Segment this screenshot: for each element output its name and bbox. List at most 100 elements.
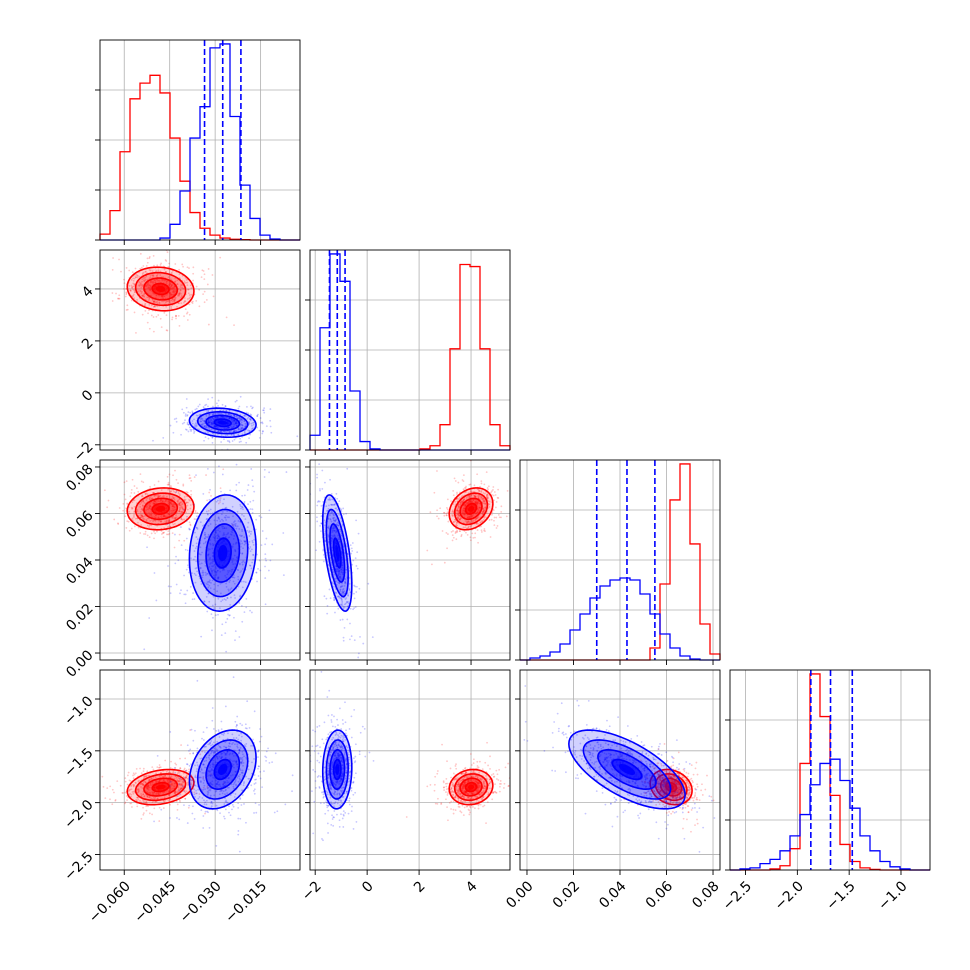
scatter-point — [162, 436, 165, 439]
scatter-point — [201, 269, 204, 272]
scatter-point — [357, 656, 360, 659]
scatter-point — [483, 502, 486, 505]
scatter-point — [208, 421, 210, 424]
scatter-point — [231, 545, 234, 548]
scatter-point — [352, 608, 354, 611]
scatter-point — [223, 598, 226, 601]
scatter-point — [336, 497, 339, 500]
scatter-point — [460, 534, 463, 536]
scatter-point — [182, 781, 185, 783]
scatter-frame-1-0 — [99, 249, 301, 451]
scatter-point — [464, 487, 467, 489]
scatter-point — [123, 287, 125, 290]
scatter-point — [166, 519, 168, 522]
scatter-point — [481, 497, 484, 500]
scatter-point — [186, 508, 189, 511]
scatter-point — [172, 497, 175, 500]
scatter-point — [232, 426, 235, 428]
scatter-point — [207, 586, 210, 589]
scatter-point — [217, 517, 220, 519]
scatter-point — [482, 510, 485, 512]
scatter-point — [333, 596, 335, 599]
scatter-point — [265, 559, 268, 562]
scatter-point — [338, 569, 341, 572]
scatter-point — [140, 516, 143, 519]
scatter-point — [205, 574, 207, 576]
scatter-point — [145, 805, 148, 808]
scatter-point — [252, 553, 254, 556]
scatter-point — [458, 518, 461, 521]
scatter-point — [183, 498, 186, 501]
scatter-point — [130, 218, 132, 220]
scatter-point — [157, 495, 160, 498]
scatter-point — [148, 277, 151, 280]
scatter-point — [371, 636, 374, 638]
scatter-point — [202, 406, 205, 408]
scatter-point — [139, 473, 142, 476]
scatter-point — [152, 301, 155, 304]
scatter-point — [191, 422, 194, 425]
scatter-point — [199, 567, 202, 570]
scatter-point — [248, 429, 251, 432]
scatter-point — [332, 527, 335, 529]
contour-blue-2 — [205, 523, 241, 583]
scatter-point — [246, 489, 249, 491]
scatter-point — [471, 515, 474, 517]
scatter-point — [182, 301, 185, 304]
scatter-point — [474, 495, 477, 498]
scatter-point — [457, 513, 459, 516]
scatter-point — [203, 420, 206, 423]
scatter-point — [332, 555, 335, 558]
scatter-point — [330, 537, 333, 540]
scatter-point — [201, 419, 204, 422]
scatter-point — [166, 329, 169, 332]
scatter-point — [492, 489, 494, 491]
scatter-point — [233, 324, 235, 327]
scatter-point — [145, 518, 148, 521]
scatter-point — [169, 283, 172, 286]
scatter-point — [457, 516, 460, 519]
scatter-point — [138, 275, 141, 278]
scatter-point — [190, 490, 192, 492]
scatter-point — [332, 585, 335, 588]
scatter-point — [445, 512, 448, 515]
scatter-point — [476, 507, 479, 510]
scatter-point — [158, 279, 161, 282]
scatter-point — [178, 504, 181, 507]
scatter-point — [489, 536, 492, 538]
scatter-point — [215, 402, 218, 405]
scatter-point — [154, 500, 157, 502]
scatter-point — [220, 441, 223, 443]
scatter-point — [179, 501, 182, 504]
scatter-point — [145, 509, 147, 512]
contour-red-2 — [143, 277, 179, 301]
scatter-point — [159, 274, 162, 276]
scatter-point — [140, 786, 142, 788]
scatter-point — [188, 768, 190, 771]
scatter-point — [170, 307, 173, 310]
scatter-point — [481, 497, 484, 500]
scatter-point — [468, 483, 471, 486]
scatter-point — [151, 777, 153, 780]
scatter-point — [206, 610, 209, 613]
scatter-point — [238, 481, 240, 484]
scatter-point — [198, 305, 201, 308]
scatter-point — [158, 301, 161, 304]
scatter-point — [140, 508, 143, 511]
scatter-point — [141, 508, 144, 511]
scatter-point — [466, 533, 469, 536]
scatter-point — [132, 785, 135, 788]
scatter-point — [226, 510, 229, 513]
scatter-point — [176, 500, 179, 503]
scatter-point — [176, 283, 179, 285]
scatter-point — [146, 770, 149, 773]
scatter-point — [168, 502, 171, 505]
scatter-point — [469, 499, 471, 502]
scatter-point — [216, 537, 219, 540]
histogram-panel-0 — [95, 39, 301, 241]
scatter-point — [201, 750, 204, 753]
scatter-point — [464, 504, 467, 506]
scatter-point — [186, 414, 189, 416]
scatter-point — [219, 497, 222, 499]
scatter-point — [133, 505, 136, 508]
